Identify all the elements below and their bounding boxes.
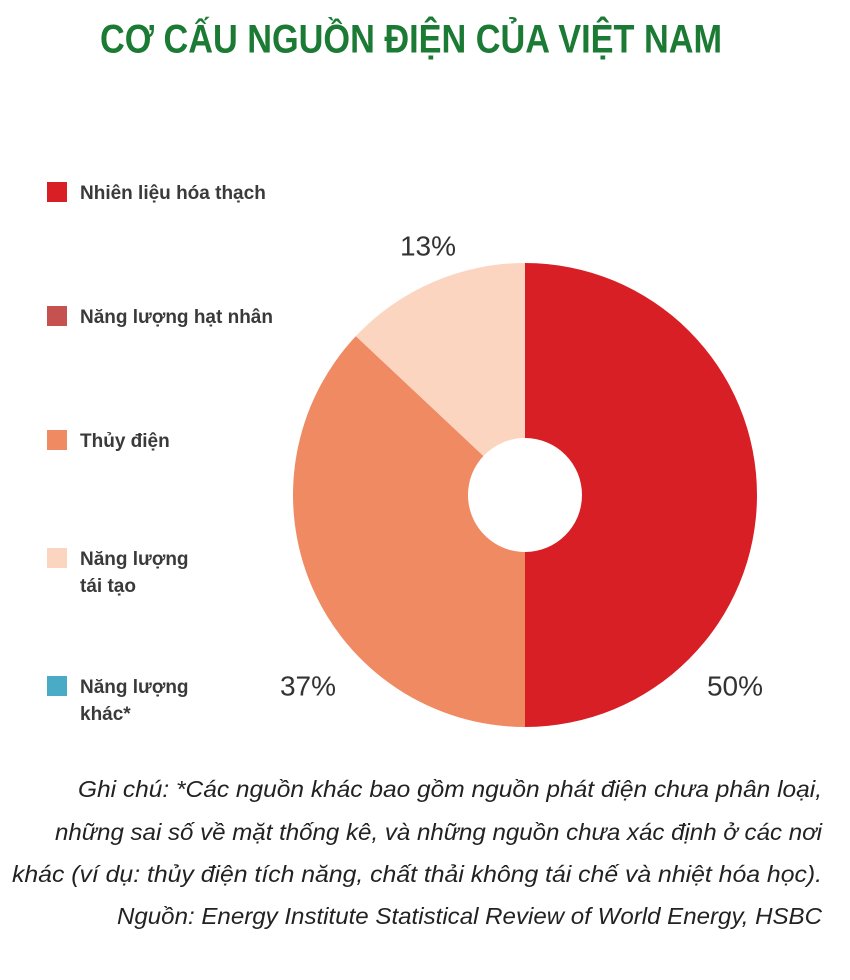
legend-swatch xyxy=(47,676,67,696)
value-label: 37% xyxy=(280,670,336,701)
pie-slice xyxy=(525,263,757,727)
chart-title: CƠ CẤU NGUỒN ĐIỆN CỦA VIỆT NAM xyxy=(100,16,722,62)
legend-label: Nhiên liệu hóa thạch xyxy=(80,183,266,204)
pie-slice xyxy=(292,336,525,727)
note-line: những sai số về mặt thống kê, và những n… xyxy=(55,819,823,845)
legend-label: Năng lượng tái tạo xyxy=(80,549,189,597)
legend-label: Năng lượng hạt nhân xyxy=(80,307,273,328)
note-line: Ghi chú: *Các nguồn khác bao gồm nguồn p… xyxy=(78,776,822,802)
legend-swatch xyxy=(47,548,67,568)
legend-swatch xyxy=(47,182,67,202)
legend-label: Năng lượng khác* xyxy=(80,677,189,725)
legend-label: Thủy điện xyxy=(80,431,170,452)
value-label: 13% xyxy=(400,230,456,261)
note-line: Nguồn: Energy Institute Statistical Revi… xyxy=(117,903,822,929)
pie-slice xyxy=(355,263,525,456)
legend-swatch xyxy=(47,430,67,450)
note-line: khác (ví dụ: thủy điện tích năng, chất t… xyxy=(12,861,822,887)
legend-swatch xyxy=(47,306,67,326)
value-label: 50% xyxy=(707,670,763,701)
